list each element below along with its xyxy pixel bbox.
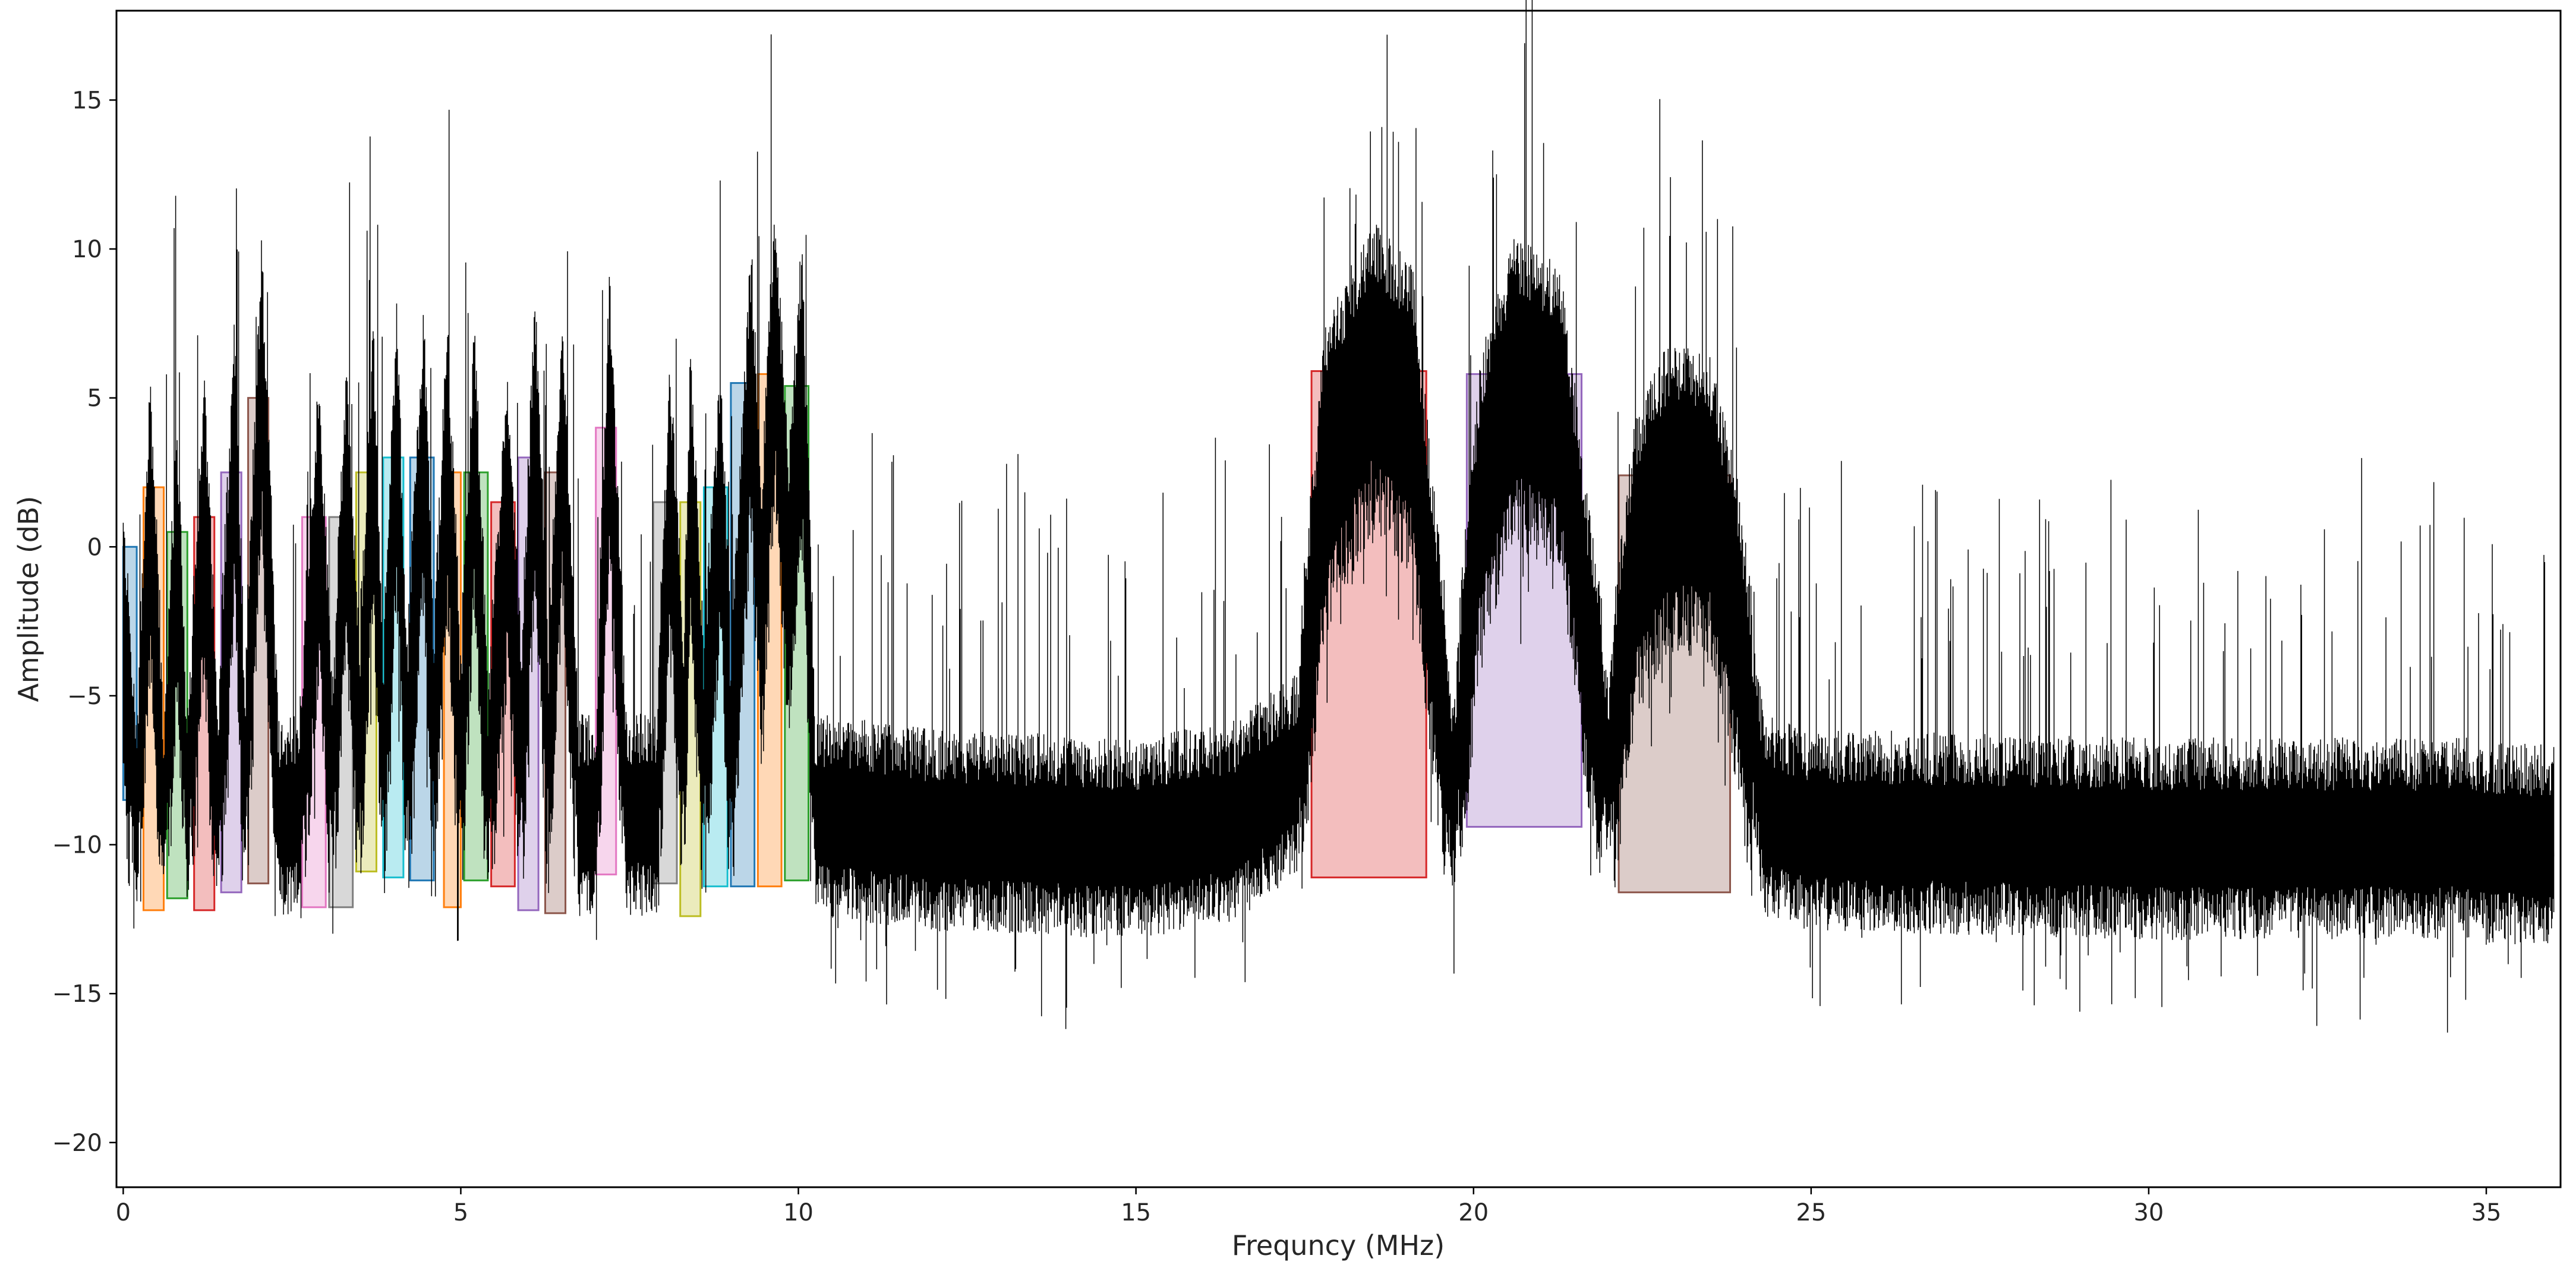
x-tick-label: 20 — [1458, 1199, 1489, 1226]
plot-background — [116, 11, 2561, 1187]
x-tick-label: 35 — [2471, 1199, 2502, 1226]
y-tick-label: 0 — [87, 534, 102, 561]
x-axis-ticks: 0 5 10 15 20 25 30 35 — [116, 1187, 2502, 1226]
signal-trace — [122, 0, 2555, 1033]
y-tick-label: −5 — [67, 683, 102, 710]
x-tick-label: 25 — [1796, 1199, 1826, 1226]
y-axis-label: Amplitude (dB) — [12, 496, 45, 702]
signal-trace-bars — [122, 0, 2555, 1033]
x-tick-label: 30 — [2133, 1199, 2164, 1226]
x-axis-label: Frequncy (MHz) — [1232, 1229, 1445, 1261]
y-tick-label: 15 — [72, 87, 102, 114]
y-tick-label: −10 — [52, 832, 102, 859]
y-tick-label: 10 — [72, 236, 102, 263]
y-axis-ticks: −20 −15 −10 −5 0 5 10 15 — [52, 87, 116, 1157]
y-tick-label: −20 — [52, 1130, 102, 1157]
x-tick-label: 0 — [116, 1199, 131, 1226]
x-tick-label: 10 — [783, 1199, 814, 1226]
x-tick-label: 5 — [453, 1199, 468, 1226]
plot-frame — [115, 10, 2562, 1188]
x-tick-label: 15 — [1121, 1199, 1151, 1226]
y-tick-label: −15 — [52, 980, 102, 1008]
y-tick-label: 5 — [87, 385, 102, 412]
